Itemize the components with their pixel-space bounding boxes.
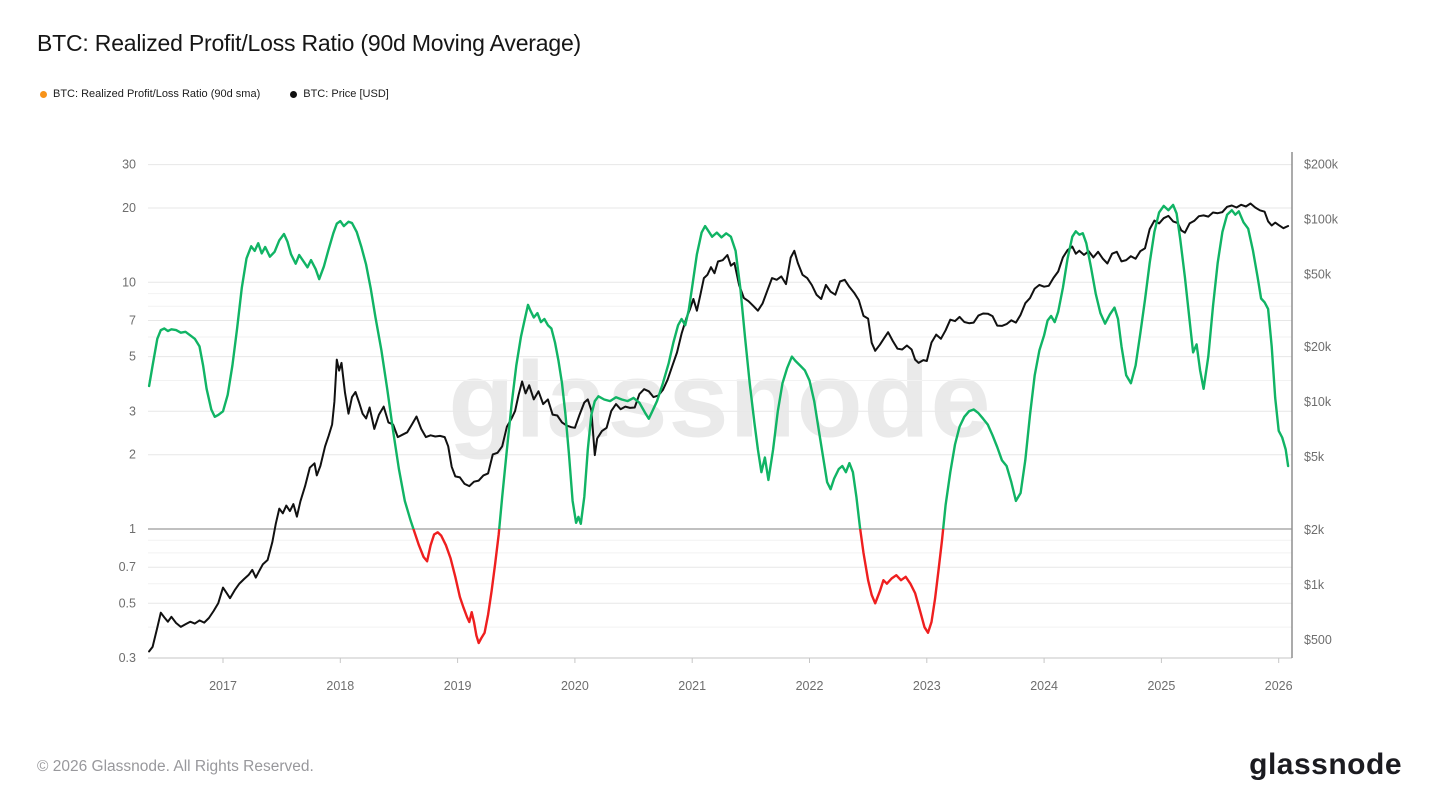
- svg-text:2023: 2023: [913, 679, 941, 693]
- legend-label-ratio: BTC: Realized Profit/Loss Ratio (90d sma…: [53, 88, 261, 100]
- svg-text:$100k: $100k: [1304, 212, 1339, 226]
- svg-text:10: 10: [122, 275, 136, 289]
- svg-text:2018: 2018: [326, 679, 354, 693]
- svg-text:$50k: $50k: [1304, 267, 1332, 281]
- left-axis-labels: 30 20 10 7 5 3 2 1 0.7 0.5 0.3: [119, 158, 136, 665]
- svg-text:1: 1: [129, 522, 136, 536]
- svg-text:$500: $500: [1304, 633, 1332, 647]
- x-axis-ticks: [222, 658, 1280, 663]
- legend-label-price: BTC: Price [USD]: [303, 88, 389, 100]
- svg-text:$1k: $1k: [1304, 578, 1325, 592]
- grid-lines: [148, 164, 1292, 659]
- svg-text:2017: 2017: [209, 679, 237, 693]
- axis-lines: [148, 152, 1293, 659]
- svg-text:5: 5: [129, 350, 136, 364]
- svg-text:$2k: $2k: [1304, 523, 1325, 537]
- ratio-line: [147, 203, 1290, 645]
- svg-text:2026: 2026: [1265, 679, 1293, 693]
- glassnode-watermark: glassnode: [448, 338, 992, 460]
- svg-text:2021: 2021: [678, 679, 706, 693]
- svg-text:$200k: $200k: [1304, 158, 1339, 172]
- x-axis-labels: 2017 2018 2019 2020 2021 2022 2023 2024 2025 2026: [209, 679, 1293, 693]
- svg-text:2025: 2025: [1147, 679, 1175, 693]
- svg-text:7: 7: [129, 314, 136, 328]
- glassnode-logo: glassnode: [1249, 748, 1402, 781]
- svg-text:30: 30: [122, 158, 136, 172]
- copyright-text: © 2026 Glassnode. All Rights Reserved.: [37, 758, 314, 775]
- right-axis-labels: $200k $100k $50k $20k $10k $5k $2k $1k $500: [1304, 158, 1339, 647]
- legend-item-ratio[interactable]: BTC: Realized Profit/Loss Ratio (90d sma…: [40, 88, 260, 100]
- svg-text:3: 3: [129, 404, 136, 418]
- price-line: [148, 202, 1290, 653]
- svg-text:$5k: $5k: [1304, 450, 1325, 464]
- svg-text:2: 2: [129, 448, 136, 462]
- svg-text:2019: 2019: [444, 679, 472, 693]
- svg-text:0.7: 0.7: [119, 560, 136, 574]
- legend-item-price[interactable]: BTC: Price [USD]: [290, 88, 389, 100]
- svg-text:$10k: $10k: [1304, 395, 1332, 409]
- legend-marker-ratio-icon: [40, 90, 47, 98]
- svg-text:0.5: 0.5: [119, 596, 136, 610]
- svg-text:$20k: $20k: [1304, 340, 1332, 354]
- page-title: BTC: Realized Profit/Loss Ratio (90d Mov…: [37, 30, 581, 56]
- svg-text:2022: 2022: [796, 679, 824, 693]
- legend-marker-price-icon: [290, 90, 298, 98]
- svg-text:2024: 2024: [1030, 679, 1058, 693]
- ratio-line-above-1: [147, 203, 1290, 530]
- svg-text:20: 20: [122, 201, 136, 215]
- svg-text:0.3: 0.3: [119, 651, 136, 665]
- svg-text:2020: 2020: [561, 679, 589, 693]
- legend: BTC: Realized Profit/Loss Ratio (90d sma…: [40, 88, 389, 100]
- ratio-line-below-1: [412, 529, 945, 645]
